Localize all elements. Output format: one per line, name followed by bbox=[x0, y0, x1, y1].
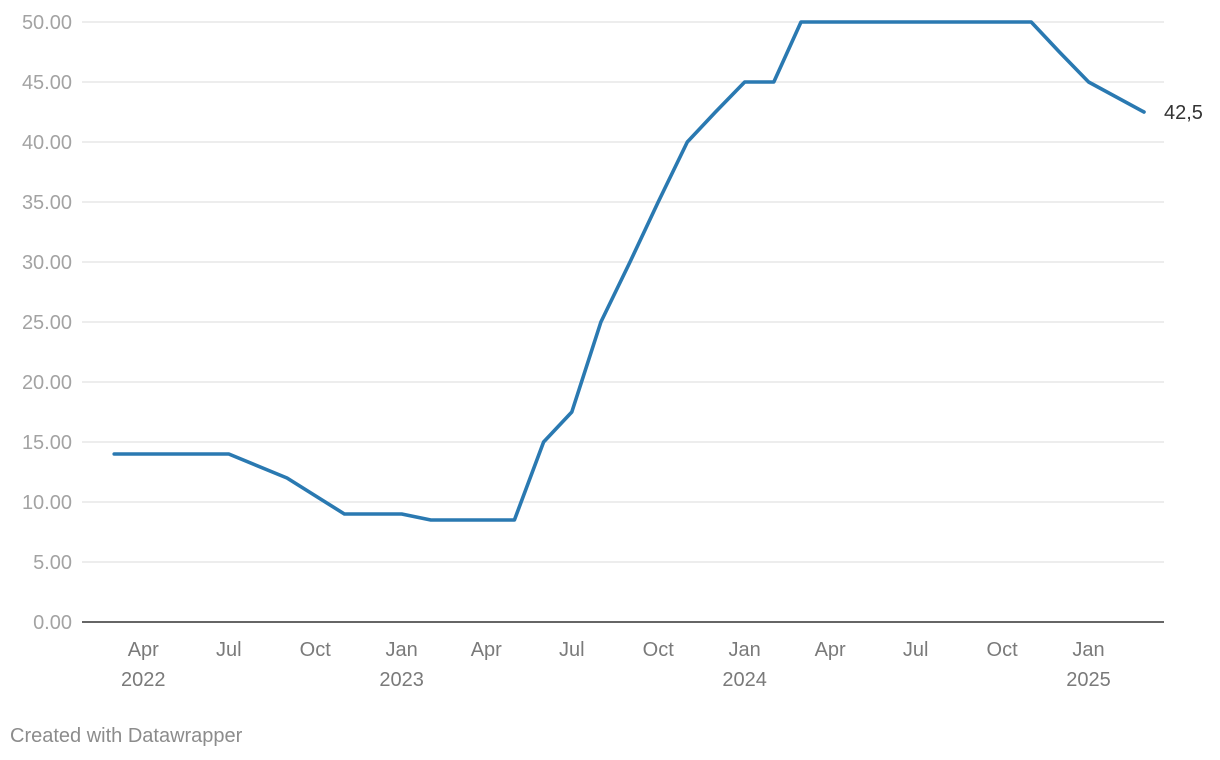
x-tick-year-label: 2025 bbox=[1066, 669, 1111, 691]
gridlines bbox=[82, 21, 1164, 563]
x-tick-label: Oct bbox=[300, 639, 332, 661]
x-tick-year-label: 2022 bbox=[121, 669, 166, 691]
x-tick-label: Jan bbox=[729, 639, 761, 661]
x-tick-label: Jan bbox=[1072, 639, 1104, 661]
x-tick-label: Oct bbox=[987, 639, 1019, 661]
credit-text: Created with Datawrapper bbox=[10, 725, 243, 747]
y-tick-label: 20.00 bbox=[22, 372, 72, 394]
series-end-label: 42,5 bbox=[1164, 102, 1203, 124]
x-tick-label: Apr bbox=[471, 639, 502, 661]
y-tick-label: 50.00 bbox=[22, 12, 72, 34]
x-tick-label: Jul bbox=[559, 639, 585, 661]
line-chart: 0.00 5.00 10.00 15.00 20.00 25.00 30.00 35.00 40… bbox=[22, 12, 1203, 691]
y-tick-label: 10.00 bbox=[22, 492, 72, 514]
y-tick-label: 35.00 bbox=[22, 192, 72, 214]
x-tick-label: Oct bbox=[643, 639, 675, 661]
x-tick-year-label: 2024 bbox=[722, 669, 767, 691]
y-tick-label: 5.00 bbox=[33, 552, 72, 574]
x-axis-ticks: Apr 2022 Jul Oct Jan 2023 Apr Jul Oct Jan 2024 Apr J… bbox=[121, 639, 1111, 691]
series-line bbox=[112, 20, 1146, 522]
x-tick-label: Apr bbox=[128, 639, 159, 661]
x-tick-year-label: 2023 bbox=[379, 669, 424, 691]
x-tick-label: Jul bbox=[216, 639, 242, 661]
y-tick-label: 25.00 bbox=[22, 312, 72, 334]
x-tick-label: Apr bbox=[815, 639, 846, 661]
series: 42,5 bbox=[112, 20, 1203, 522]
y-tick-label: 40.00 bbox=[22, 132, 72, 154]
x-tick-label: Jul bbox=[903, 639, 929, 661]
y-tick-label: 45.00 bbox=[22, 72, 72, 94]
y-tick-label: 15.00 bbox=[22, 432, 72, 454]
y-tick-label: 30.00 bbox=[22, 252, 72, 274]
x-tick-label: Jan bbox=[386, 639, 418, 661]
y-axis-ticks: 0.00 5.00 10.00 15.00 20.00 25.00 30.00 35.00 40… bbox=[22, 12, 72, 634]
y-tick-label: 0.00 bbox=[33, 612, 72, 634]
